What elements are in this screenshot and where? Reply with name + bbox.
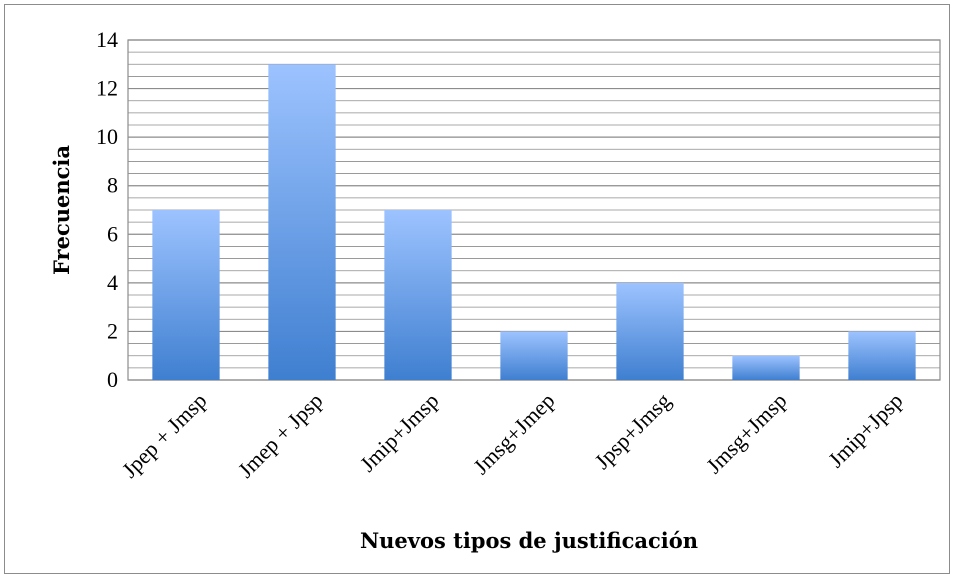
y-tick-label: 12: [96, 76, 118, 101]
bar: [616, 282, 684, 380]
bar: [268, 64, 336, 381]
x-tick-label: Jmip+Jpsp: [823, 388, 907, 472]
x-tick-label: Jmsg+Jmep: [468, 388, 559, 479]
y-tick-label: 8: [107, 173, 118, 198]
y-tick-labels: 0 2 4 6 8 10 12 14: [96, 27, 118, 392]
gridlines: [127, 39, 941, 381]
x-tick-label: Jpsp+Jmsg: [589, 388, 675, 474]
x-tick-labels: Jpep + Jmsp Jmep + Jpsp Jmip+Jmsp Jmsg+Jmep…: [117, 388, 908, 483]
x-tick-label: Jmsg+Jmsp: [701, 388, 791, 478]
y-axis-title: Frecuencia: [49, 145, 74, 275]
bar: [732, 355, 800, 380]
y-tick-label: 14: [96, 27, 118, 52]
bars: [152, 64, 916, 381]
bar: [152, 210, 220, 380]
x-tick-label: Jpep + Jmsp: [117, 388, 212, 483]
x-axis-title: Nuevos tipos de justificación: [360, 528, 698, 553]
x-tick-label: Jmep + Jpsp: [233, 388, 328, 483]
y-tick-label: 4: [107, 270, 118, 295]
bar: [500, 331, 568, 380]
y-tick-label: 0: [107, 367, 118, 392]
x-tick-label: Jmip+Jmsp: [355, 388, 444, 477]
bar: [848, 331, 916, 380]
bar: [384, 210, 452, 380]
y-tick-label: 6: [107, 221, 118, 246]
y-tick-label: 10: [96, 124, 118, 149]
y-tick-label: 2: [107, 318, 118, 343]
